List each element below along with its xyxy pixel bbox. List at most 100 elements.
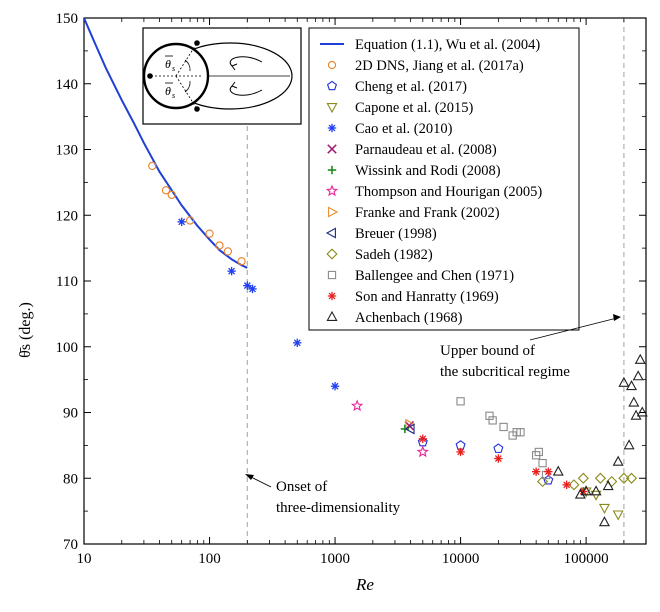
point-2d-dns-jiang-et-al-2017a (223, 247, 233, 256)
point-achenbach-1968 (580, 485, 592, 496)
point-cao-et-al-2010 (227, 266, 236, 276)
point-2d-dns-jiang-et-al-2017a (185, 216, 195, 225)
point-sadeh-1982 (606, 475, 618, 488)
point-thompson-and-hourigan-2005 (350, 399, 364, 412)
point-sadeh-1982 (625, 472, 638, 484)
point-achenbach-1968 (634, 353, 646, 364)
legend-label-cheng-et-al-2017: Cheng et al. (2017) (355, 79, 467, 95)
point-son-and-hanratty-1969 (418, 434, 427, 443)
y-tick-label: 70 (63, 537, 78, 553)
point-cao-et-al-2010 (248, 284, 257, 294)
y-tick-label: 130 (56, 143, 79, 159)
legend-symbol-son-and-hanratty-1969 (327, 291, 337, 301)
svg-text:θ: θ (165, 57, 171, 71)
axis-ticks: 10 100 1000 10000 100000 70 80 90 100 110 120 130 14… (56, 11, 647, 567)
svg-text:s: s (172, 91, 175, 100)
point-2d-dns-jiang-et-al-2017a (215, 241, 224, 250)
y-axis-label: θ̄s (deg.) (17, 302, 34, 358)
legend-symbol-ballengee-and-chen-1971 (327, 270, 337, 280)
point-achenbach-1968 (628, 396, 640, 407)
legend-label-cao-et-al-2010: Cao et al. (2010) (355, 121, 453, 137)
inset-schematic: θ s θ s (142, 27, 302, 125)
point-son-and-hanratty-1969 (562, 480, 571, 490)
point-2d-dns-jiang-et-al-2017a (148, 161, 157, 171)
point-achenbach-1968 (636, 406, 648, 417)
x-tick-label: 10 (77, 551, 92, 567)
upper-annotation-line1: Upper bound of (440, 343, 535, 359)
point-capone-et-al-2015 (590, 490, 602, 501)
point-thompson-and-hourigan-2005 (416, 445, 429, 458)
legend-label-wissink-and-rodi-2008: Wissink and Rodi (2008) (355, 163, 501, 179)
point-ballengee-and-chen-1971 (499, 422, 508, 432)
legend-symbol-thompson-and-hourigan-2005 (325, 184, 339, 197)
legend-box (308, 27, 580, 331)
point-achenbach-1968 (623, 439, 635, 450)
onset-annotation-line2: three-dimensionality (276, 500, 401, 516)
legend-label-sadeh-1982: Sadeh (1982) (355, 247, 433, 263)
legend-symbol-parnaudeau-et-al-2008 (327, 144, 337, 154)
point-achenbach-1968 (598, 516, 610, 527)
legend-symbol-sadeh-1982 (326, 248, 338, 260)
point-achenbach-1968 (602, 479, 614, 491)
legend-symbol-cao-et-al-2010 (327, 123, 337, 133)
point-son-and-hanratty-1969 (456, 447, 465, 457)
curve-layer (84, 18, 248, 269)
legend-label-equation-1-1-wu-et-al-2004: Equation (1.1), Wu et al. (2004) (355, 37, 540, 53)
y-tick-label: 80 (63, 471, 78, 487)
point-achenbach-1968 (625, 380, 638, 391)
x-tick-label: 10000 (442, 551, 480, 567)
y-tick-label: 120 (56, 208, 79, 224)
point-ballengee-and-chen-1971 (534, 447, 543, 457)
point-son-and-hanratty-1969 (494, 454, 503, 463)
point-achenbach-1968 (574, 488, 586, 499)
legend-symbol-wissink-and-rodi-2008 (327, 165, 337, 175)
point-capone-et-al-2015 (598, 503, 610, 514)
legend-label-parnaudeau-et-al-2008: Parnaudeau et al. (2008) (355, 142, 497, 158)
x-axis-label: Re (355, 575, 374, 594)
legend-symbol-2d-dns-jiang-et-al-2017a (327, 60, 337, 70)
point-achenbach-1968 (612, 455, 624, 466)
y-tick-label: 90 (63, 406, 78, 422)
point-son-and-hanratty-1969 (531, 467, 541, 476)
point-cao-et-al-2010 (330, 382, 340, 391)
legend-label-ballengee-and-chen-1971: Ballengee and Chen (1971) (355, 268, 514, 284)
x-tick-label: 1000 (320, 551, 350, 567)
upper-annotation-line2: the subcritical regime (440, 364, 570, 380)
point-sadeh-1982 (537, 475, 549, 488)
legend-label-son-and-hanratty-1969: Son and Hanratty (1969) (355, 289, 499, 305)
onset-annotation-line1: Onset of (276, 479, 327, 495)
marker-layer (148, 161, 648, 527)
point-2d-dns-jiang-et-al-2017a (167, 190, 176, 200)
point-sadeh-1982 (594, 472, 606, 484)
legend-symbol-franke-and-frank-2002 (328, 206, 339, 218)
svg-text:θ: θ (165, 84, 171, 98)
point-capone-et-al-2015 (612, 510, 624, 521)
point-achenbach-1968 (552, 465, 564, 476)
point-sadeh-1982 (618, 472, 630, 484)
legend-label-2d-dns-jiang-et-al-2017a: 2D DNS, Jiang et al. (2017a) (355, 58, 524, 74)
point-sadeh-1982 (577, 472, 589, 484)
legend-label-achenbach-1968: Achenbach (1968) (355, 310, 463, 326)
point-ballengee-and-chen-1971 (516, 428, 525, 437)
point-breuer-1998 (404, 423, 415, 435)
y-tick-label: 140 (56, 77, 79, 93)
legend-label-capone-et-al-2015: Capone et al. (2015) (355, 100, 474, 116)
point-son-and-hanratty-1969 (544, 467, 553, 476)
svg-text:s: s (172, 64, 175, 73)
annotation-upper-bound: Upper bound of the subcritical regime (440, 314, 621, 380)
x-tick-label: 100 (198, 551, 221, 567)
y-axis-label-group: θ̄s (deg.) (17, 302, 34, 358)
point-cao-et-al-2010 (293, 338, 302, 348)
point-cao-et-al-2010 (177, 217, 186, 227)
point-2d-dns-jiang-et-al-2017a (205, 229, 214, 238)
y-tick-label: 110 (56, 274, 78, 290)
reference-lines (246, 18, 625, 544)
point-achenbach-1968 (632, 370, 644, 381)
annotation-onset: Onset of three-dimensionality (245, 474, 401, 516)
legend: Equation (1.1), Wu et al. (2004) 2D DNS, … (320, 37, 542, 326)
y-tick-label: 150 (56, 11, 79, 27)
legend-label-thompson-and-hourigan-2005: Thompson and Hourigan (2005) (355, 184, 542, 200)
legend-label-breuer-1998: Breuer (1998) (355, 226, 437, 242)
point-achenbach-1968 (618, 376, 630, 387)
point-cheng-et-al-2017 (493, 443, 504, 453)
